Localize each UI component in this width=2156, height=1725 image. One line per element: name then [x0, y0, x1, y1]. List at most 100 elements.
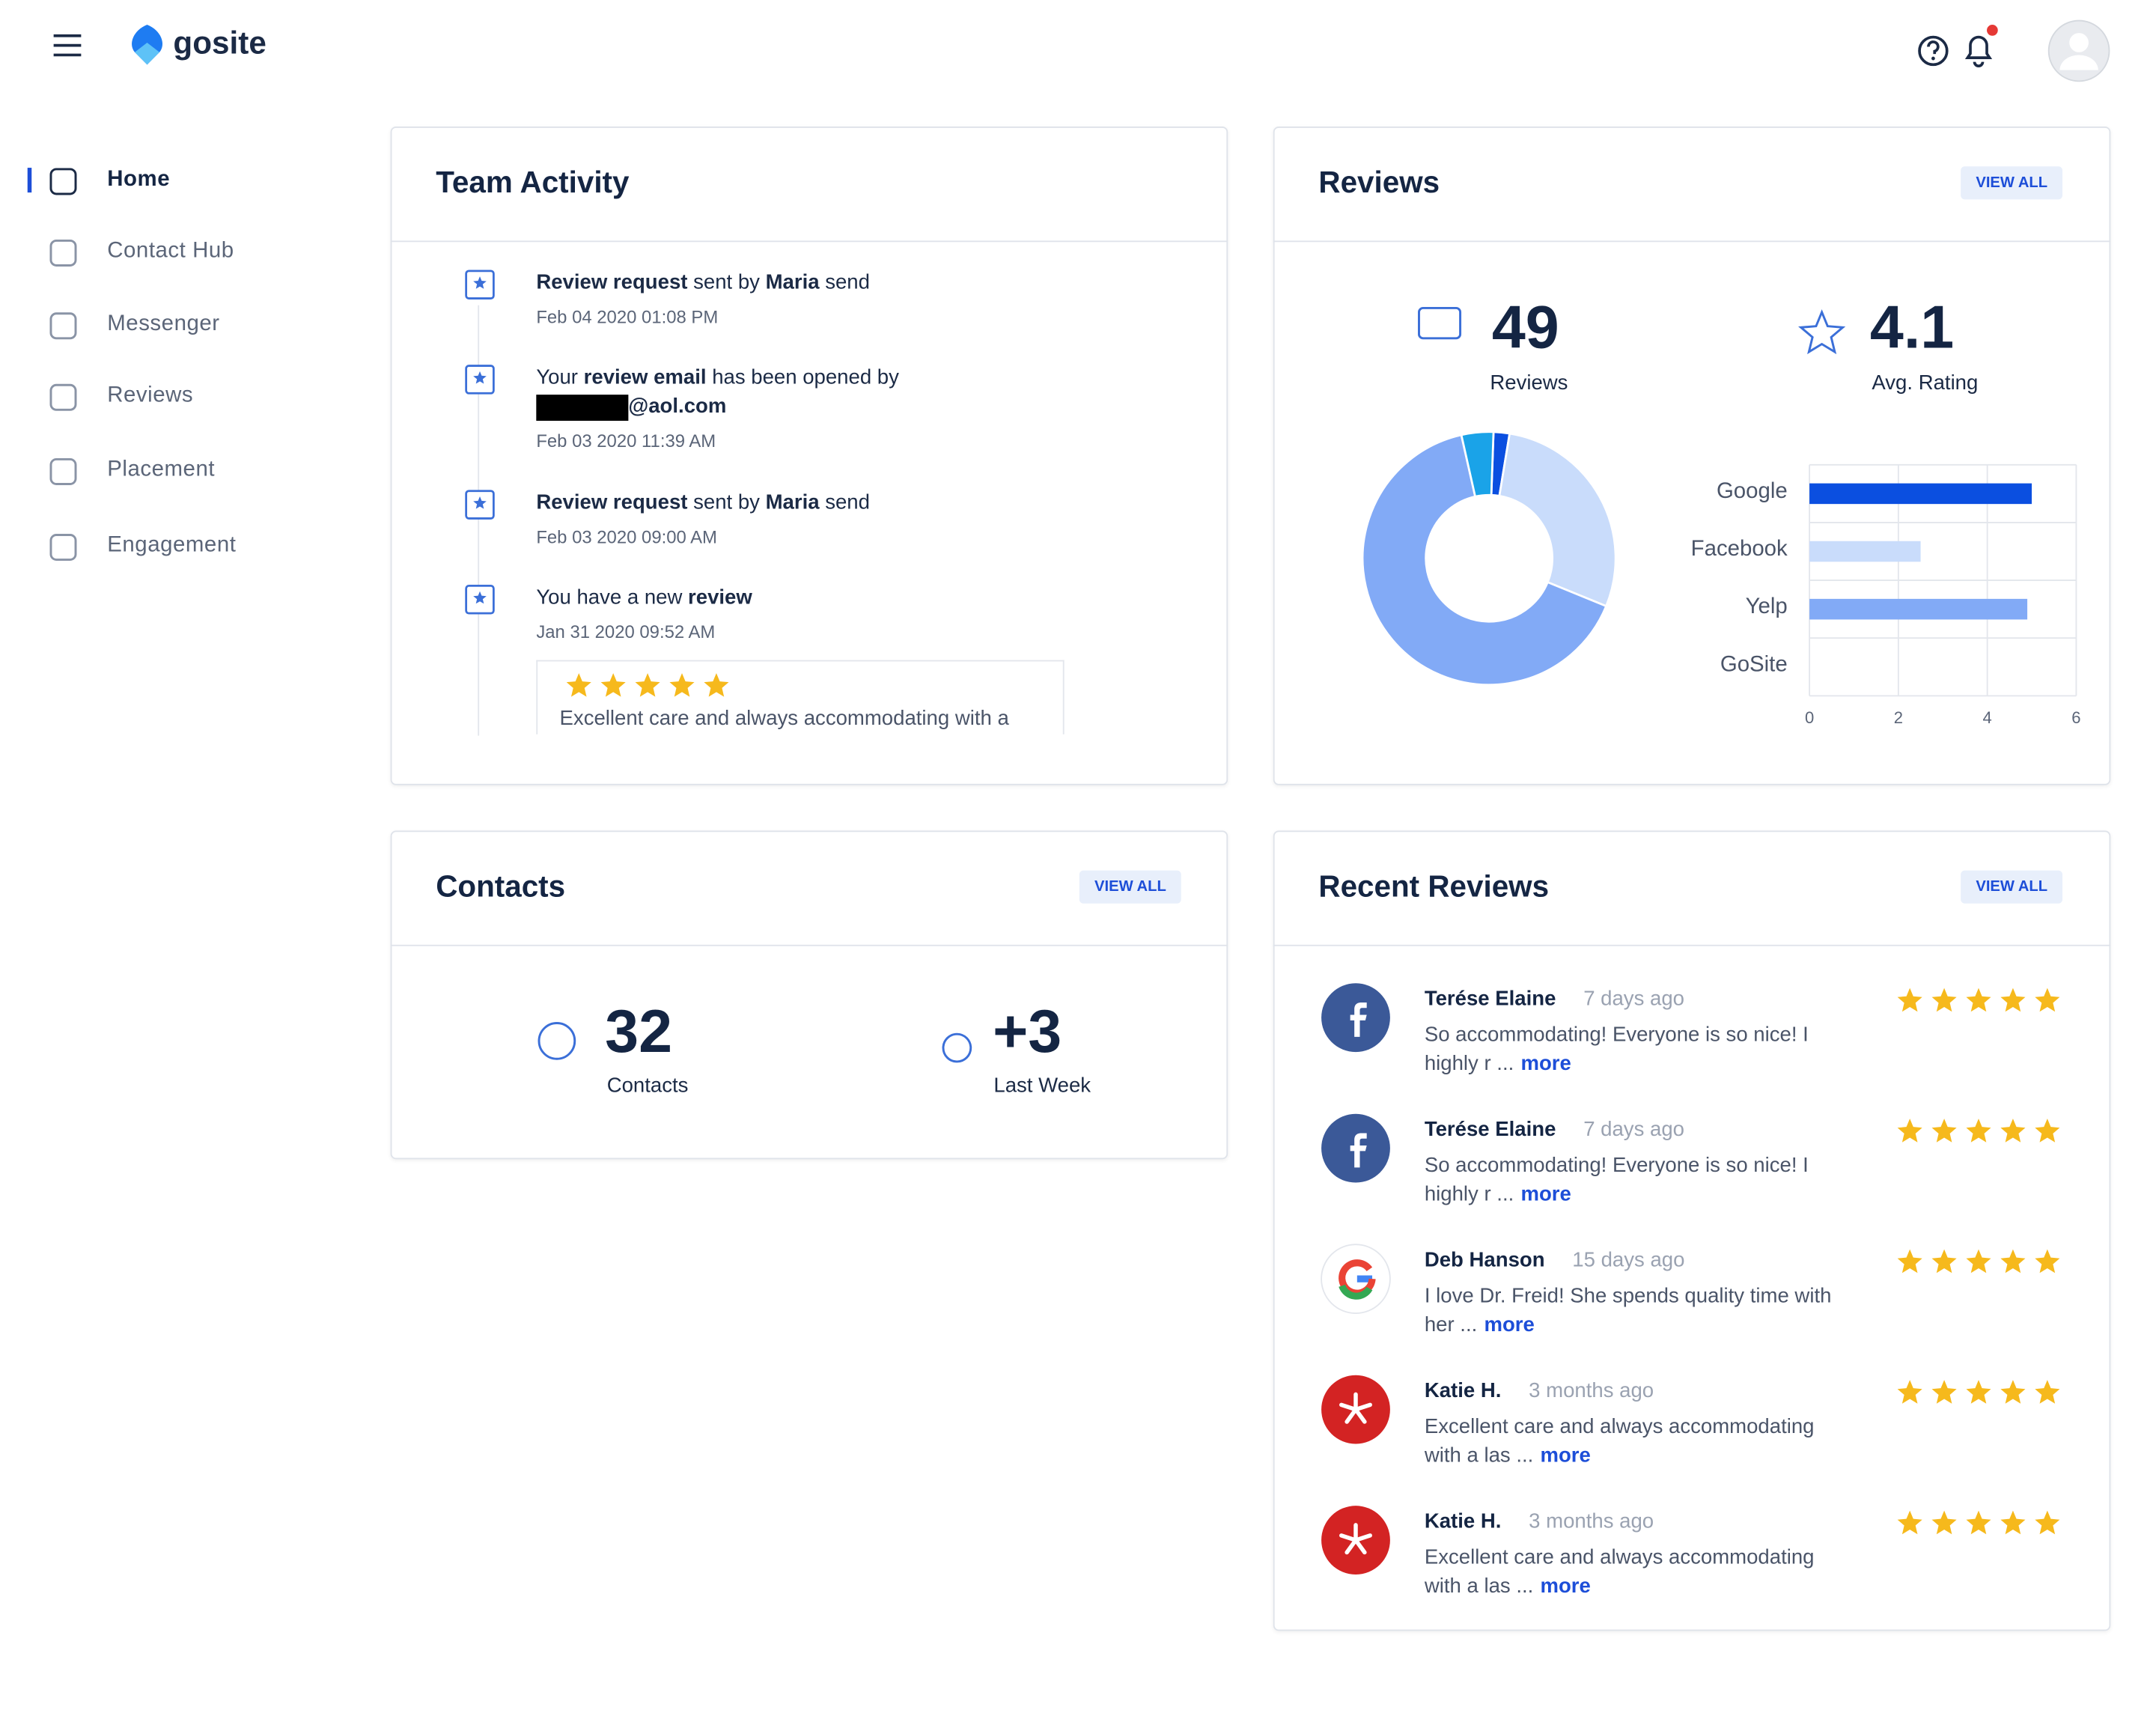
nav-icon [49, 312, 77, 340]
nav-icon [49, 239, 77, 267]
nav-icon [49, 457, 77, 485]
menu-icon[interactable] [53, 34, 82, 57]
reviewer-name: Terése Elaine 7 days ago [1425, 988, 1684, 1011]
logo-mark-inner [134, 42, 160, 65]
activity-segment: has been opened by [706, 365, 899, 389]
activity-segment: Maria [765, 270, 820, 295]
nav-item[interactable]: Contact Hub [107, 239, 234, 263]
activity-text: You have a new review [536, 585, 752, 609]
more-link[interactable]: more [1484, 1313, 1535, 1337]
view-all-button[interactable]: VIEW ALL [1961, 166, 2063, 200]
activity-text: Review request sent by Maria send [536, 491, 870, 514]
review-age: 3 months ago [1529, 1509, 1654, 1533]
nav-item[interactable]: Messenger [107, 311, 220, 336]
more-link[interactable]: more [1540, 1575, 1591, 1598]
y-tick-label: Yelp [1745, 595, 1788, 619]
reviews-card [1273, 126, 2111, 785]
reviewer-name-text: Katie H. [1424, 1379, 1502, 1403]
nav-item[interactable]: Home [107, 168, 171, 192]
x-tick-label: 0 [1804, 708, 1815, 728]
view-all-button[interactable]: VIEW ALL [1961, 870, 2063, 904]
review-text: Excellent care and always accommodating … [1425, 1412, 1851, 1470]
notification-icon[interactable] [1964, 25, 1998, 67]
card-divider [1273, 240, 2111, 243]
card-title: Contacts [436, 868, 566, 904]
reviewer-name-text: Deb Hanson [1424, 1248, 1545, 1272]
reviewer-name-text: Katie H. [1424, 1509, 1502, 1533]
review-text: So accommodating! Everyone is so nice! I… [1425, 1020, 1851, 1078]
more-link[interactable]: more [1540, 1443, 1591, 1467]
card-title: Reviews [1318, 165, 1440, 200]
y-tick-label: GoSite [1720, 653, 1788, 677]
review-text-body: So accommodating! Everyone is so nice! I… [1424, 1023, 1809, 1076]
y-tick-label: Google [1716, 480, 1788, 504]
nav-item[interactable]: Reviews [107, 383, 194, 407]
help-icon[interactable] [1918, 35, 1949, 67]
reviewer-name: Deb Hanson 15 days ago [1425, 1249, 1685, 1272]
y-tick-label: Facebook [1690, 538, 1788, 562]
active-indicator [27, 168, 32, 193]
redacted [536, 395, 629, 422]
reviewer-name-text: Terése Elaine [1424, 987, 1556, 1011]
avatar[interactable] [2047, 19, 2110, 82]
review-text: I love Dr. Freid! She spends quality tim… [1425, 1282, 1851, 1339]
review-preview-text: Excellent care and always accommodating … [559, 707, 1009, 731]
activity-segment: Maria [765, 490, 820, 514]
card-divider [390, 240, 1228, 243]
x-tick-label: 2 [1893, 708, 1903, 728]
reviewer-name: Katie H. 3 months ago [1425, 1379, 1654, 1402]
header-icons [53, 19, 2110, 82]
recent-reviews-card [1273, 830, 2111, 1631]
nav-item[interactable]: Placement [107, 457, 216, 481]
activity-segment: review email [583, 365, 707, 389]
card-divider [390, 944, 1228, 946]
activity-segment: Your [536, 365, 584, 389]
reviewer-name: Katie H. 3 months ago [1425, 1510, 1654, 1533]
activity-segment: Review request [536, 270, 688, 295]
review-age: 7 days ago [1583, 987, 1684, 1011]
nav-item[interactable]: Engagement [107, 533, 237, 557]
more-link[interactable]: more [1520, 1182, 1571, 1206]
review-age: 15 days ago [1572, 1248, 1685, 1272]
x-tick-label: 4 [1982, 708, 1992, 728]
view-all-button[interactable]: VIEW ALL [1079, 870, 1182, 904]
new-contacts: +3 [993, 998, 1062, 1066]
review-text: So accommodating! Everyone is so nice! I… [1425, 1151, 1851, 1208]
x-tick-label: 6 [2071, 708, 2081, 728]
contacts-count: 32 [605, 998, 673, 1066]
team-activity-card [390, 126, 1228, 785]
review-age: 3 months ago [1529, 1379, 1654, 1403]
reviewer-name: Terése Elaine 7 days ago [1425, 1118, 1684, 1141]
activity-segment: send [819, 490, 870, 514]
activity-email: @aol.com [628, 395, 727, 419]
avg-rating-label: Avg. Rating [1872, 371, 1979, 395]
card-title: Recent Reviews [1318, 868, 1550, 904]
nav-icon [49, 168, 77, 195]
review-text: Excellent care and always accommodating … [1425, 1543, 1851, 1601]
activity-segment: sent by [687, 490, 766, 514]
activity-date: Jan 31 2020 09:52 AM [536, 621, 716, 642]
activity-segment: You have a new [536, 585, 689, 609]
avg-rating: 4.1 [1869, 294, 1955, 362]
activity-segment: review [688, 585, 752, 609]
activity-segment: Review request [536, 490, 688, 514]
reviews-count-label: Reviews [1490, 371, 1568, 395]
logo-text: gosite [173, 25, 267, 61]
contacts-count-label: Contacts [606, 1074, 689, 1098]
card-title: Team Activity [436, 165, 630, 200]
activity-segment: send [819, 270, 870, 295]
activity-text: Review request sent by Maria send [536, 271, 870, 294]
activity-date: Feb 03 2020 09:00 AM [536, 526, 717, 548]
review-age: 7 days ago [1583, 1118, 1684, 1142]
review-text-body: Excellent care and always accommodating … [1424, 1545, 1815, 1598]
nav-icon [49, 383, 77, 411]
review-text-body: Excellent care and always accommodating … [1424, 1414, 1815, 1467]
activity-segment: sent by [687, 270, 766, 295]
review-text-body: I love Dr. Freid! She spends quality tim… [1424, 1284, 1832, 1337]
more-link[interactable]: more [1520, 1052, 1571, 1076]
review-text-body: So accommodating! Everyone is so nice! I… [1424, 1153, 1809, 1206]
reviews-count: 49 [1491, 294, 1559, 362]
reviewer-name-text: Terése Elaine [1424, 1118, 1556, 1142]
